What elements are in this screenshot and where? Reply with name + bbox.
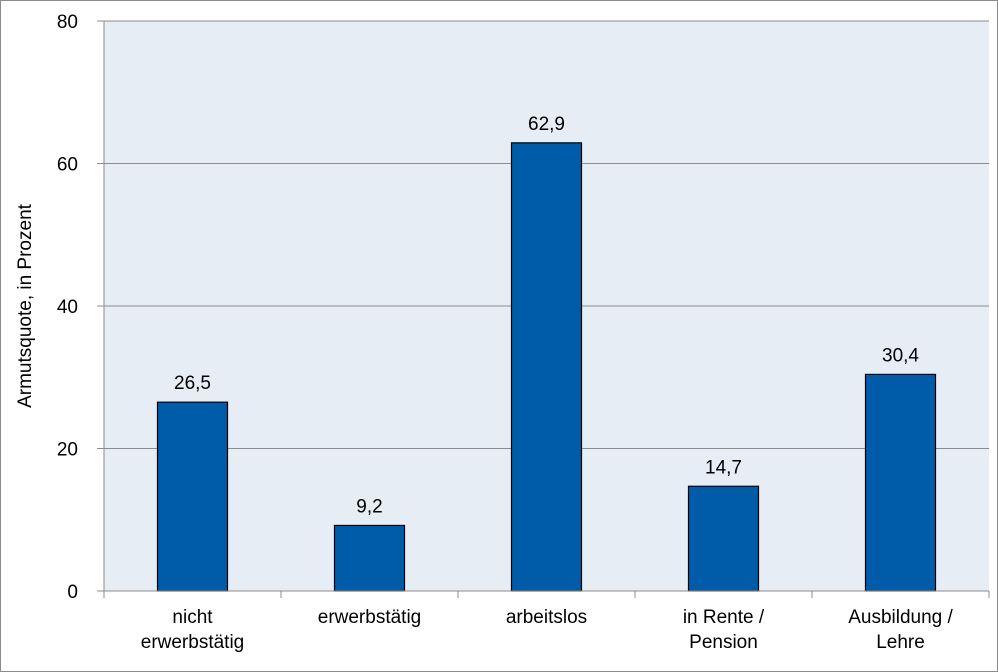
x-category-label: in Rente / (683, 607, 765, 628)
axes (103, 21, 990, 598)
bars (156, 142, 937, 592)
bar (333, 524, 406, 592)
bar (510, 142, 583, 592)
data-labels: 26,5 9,2 62,9 14,7 30,4 (174, 114, 919, 518)
bar-value-label: 30,4 (882, 345, 919, 366)
bar (156, 401, 229, 592)
y-tick-labels: 0 20 40 60 80 (57, 12, 78, 603)
y-tick-label: 60 (57, 155, 78, 176)
y-tick-label: 40 (57, 297, 78, 318)
x-category-label: erwerbstätig (318, 607, 422, 628)
bar-value-label: 9,2 (356, 496, 382, 517)
y-axis-title: Armutsquote, in Prozent (15, 203, 36, 408)
bar-value-label: 62,9 (528, 114, 565, 135)
bar-value-label: 14,7 (705, 457, 742, 478)
y-tick-label: 80 (57, 12, 78, 33)
x-category-label: Pension (689, 632, 758, 653)
y-tick-label: 0 (67, 582, 78, 603)
x-category-label: arbeitslos (506, 607, 587, 628)
y-tick-label: 20 (57, 440, 78, 461)
bar (864, 373, 937, 592)
bar-value-label: 26,5 (174, 373, 211, 394)
x-category-labels: nicht erwerbstätig erwerbstätig arbeitslos i… (141, 607, 954, 653)
x-category-label: Lehre (876, 632, 925, 653)
x-category-label: nicht (172, 607, 213, 628)
bar (687, 485, 760, 592)
x-category-label: Ausbildung / (848, 607, 953, 628)
x-category-label: erwerbstätig (141, 632, 245, 653)
